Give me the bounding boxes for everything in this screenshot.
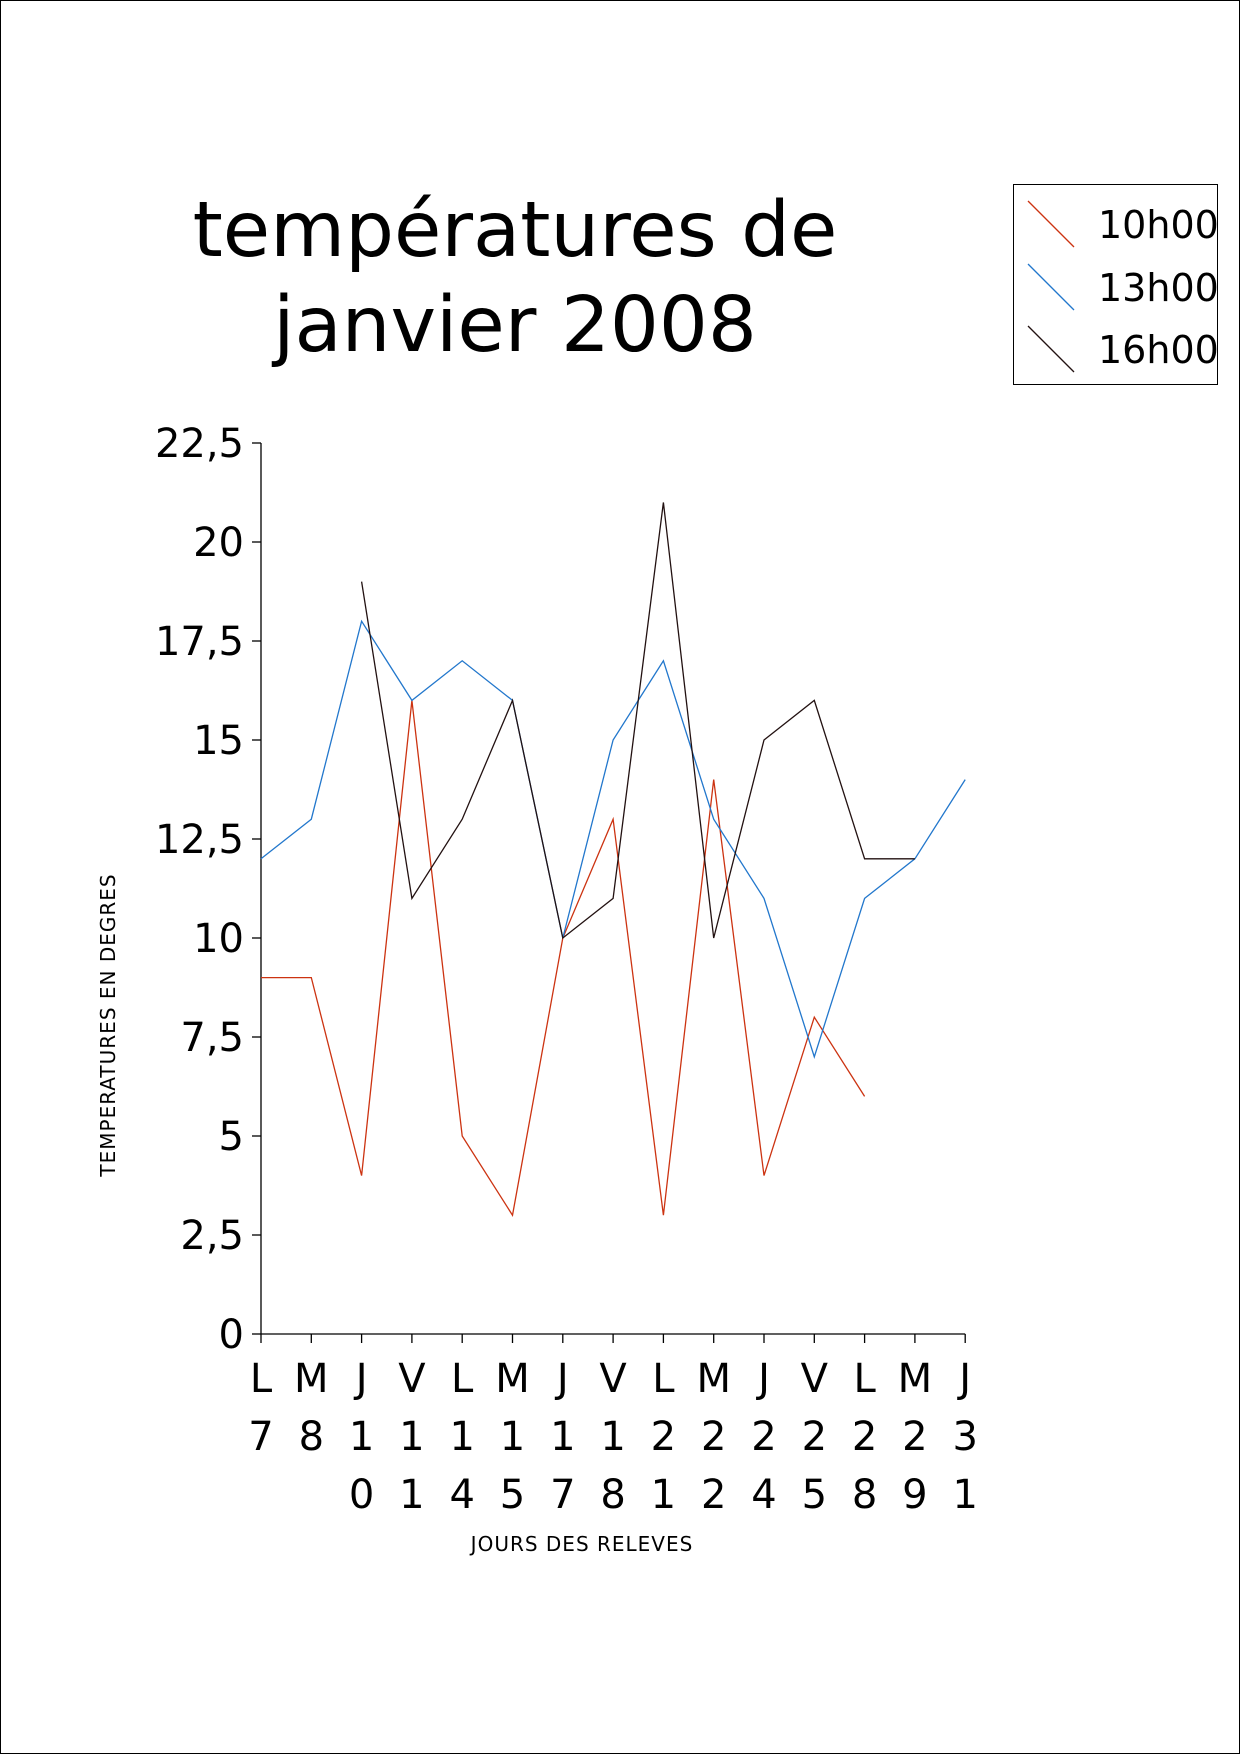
x-tick-label: J xyxy=(755,1356,770,1402)
x-tick-label: 1 xyxy=(399,1414,424,1460)
y-tick-label: 15 xyxy=(193,718,244,764)
y-tick-label: 10 xyxy=(193,916,244,962)
x-tick-label: L xyxy=(652,1356,675,1402)
x-tick-label: 5 xyxy=(500,1472,525,1518)
legend-item-13h00: 13h00 xyxy=(1026,262,1219,311)
x-tick-label: 2 xyxy=(902,1414,927,1460)
x-tick-label: 5 xyxy=(802,1472,827,1518)
chart-title-line-1: températures de xyxy=(192,186,838,275)
y-tick-label: 20 xyxy=(193,520,244,566)
x-tick-label: V xyxy=(599,1356,627,1402)
chart-tick-labels: 02,557,51012,51517,52022,5L7M8J10V11L14M… xyxy=(155,421,978,1518)
x-tick-label: J xyxy=(554,1356,569,1402)
x-tick-label: 9 xyxy=(902,1472,927,1518)
x-tick-label: 7 xyxy=(248,1414,273,1460)
y-tick-label: 5 xyxy=(219,1114,244,1160)
x-tick-label: 3 xyxy=(952,1414,977,1460)
y-tick-label: 7,5 xyxy=(180,1015,244,1061)
x-tick-label: 1 xyxy=(349,1414,374,1460)
x-tick-label: V xyxy=(398,1356,426,1402)
chart-series xyxy=(260,502,966,1217)
x-tick-label: 8 xyxy=(600,1472,625,1518)
x-tick-label: 1 xyxy=(500,1414,525,1460)
legend-swatch-13h00 xyxy=(1027,263,1075,311)
x-tick-label: 2 xyxy=(651,1414,676,1460)
chart-title-line-2: janvier 2008 xyxy=(273,281,757,370)
x-tick-label: 2 xyxy=(751,1414,776,1460)
x-tick-label: 1 xyxy=(399,1472,424,1518)
y-tick-label: 17,5 xyxy=(155,619,244,665)
legend-item-10h00: 10h00 xyxy=(1026,199,1219,248)
x-tick-label: 2 xyxy=(701,1414,726,1460)
x-tick-label: 2 xyxy=(852,1414,877,1460)
x-tick-label: L xyxy=(853,1356,876,1402)
x-tick-label: 7 xyxy=(550,1472,575,1518)
legend-swatch-16h00 xyxy=(1027,325,1075,373)
legend-swatch-10h00 xyxy=(1027,200,1075,248)
x-tick-label: 1 xyxy=(651,1472,676,1518)
x-tick-label: 0 xyxy=(349,1472,374,1518)
x-tick-label: 4 xyxy=(751,1472,776,1518)
x-tick-label: L xyxy=(250,1356,273,1402)
x-tick-label: L xyxy=(451,1356,474,1402)
x-tick-label: 2 xyxy=(701,1472,726,1518)
x-tick-label: 8 xyxy=(299,1414,324,1460)
y-tick-label: 22,5 xyxy=(155,421,244,467)
x-tick-label: M xyxy=(696,1356,731,1402)
legend-label-10h00: 10h00 xyxy=(1098,203,1219,247)
chart-title: températures de janvier 2008 xyxy=(100,183,930,373)
x-tick-label: 1 xyxy=(550,1414,575,1460)
chart-axes xyxy=(252,442,966,1343)
x-tick-label: J xyxy=(353,1356,368,1402)
legend: 10h00 13h00 16h00 xyxy=(1013,184,1219,385)
x-tick-label: J xyxy=(956,1356,971,1402)
x-tick-label: M xyxy=(495,1356,530,1402)
x-tick-label: 2 xyxy=(802,1414,827,1460)
series-line-13h00 xyxy=(260,619,966,1059)
y-tick-label: 12,5 xyxy=(155,817,244,863)
legend-item-16h00: 16h00 xyxy=(1026,324,1219,373)
legend-label-13h00: 13h00 xyxy=(1098,266,1219,310)
x-tick-label: 4 xyxy=(449,1472,474,1518)
x-tick-label: 1 xyxy=(600,1414,625,1460)
y-tick-label: 2,5 xyxy=(180,1213,244,1259)
x-tick-label: 8 xyxy=(852,1472,877,1518)
y-tick-label: 0 xyxy=(219,1312,244,1358)
y-axis-title: TEMPERATURES EN DEGRES xyxy=(96,873,120,1177)
x-tick-label: M xyxy=(294,1356,329,1402)
series-line-10h00 xyxy=(261,700,866,1217)
legend-label-16h00: 16h00 xyxy=(1098,328,1219,372)
series-line-16h00 xyxy=(360,502,915,940)
x-tick-label: 1 xyxy=(449,1414,474,1460)
x-axis-title: JOURS DES RELEVES xyxy=(469,1532,694,1556)
x-tick-label: 1 xyxy=(952,1472,977,1518)
x-tick-label: M xyxy=(898,1356,933,1402)
x-tick-label: V xyxy=(801,1356,829,1402)
